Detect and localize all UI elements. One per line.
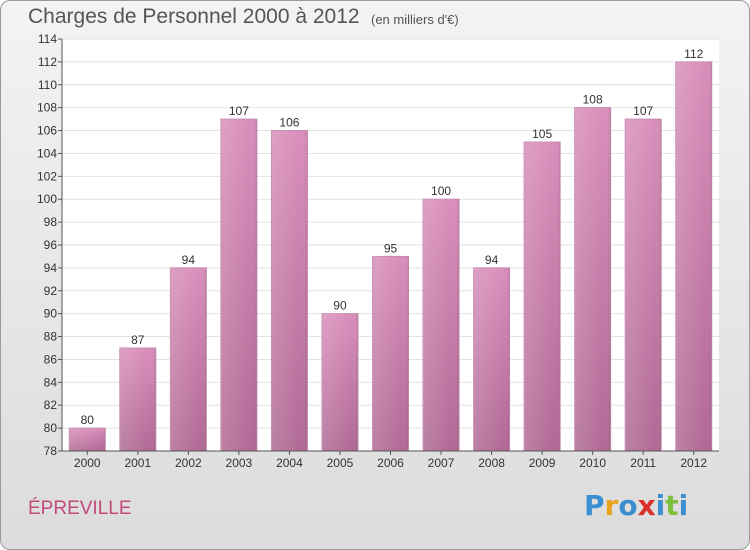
bar-shade [220,119,257,451]
logo-letter: r [604,489,619,522]
y-tick-label: 114 [38,32,57,46]
value-label: 94 [485,253,499,267]
x-tick-label: 2011 [630,456,656,470]
y-tick-label: 90 [44,307,58,321]
value-label: 80 [81,413,95,427]
value-label: 107 [633,104,653,118]
bar-shade [574,107,611,452]
bar-shade [271,130,308,452]
logo-letter: t [665,489,679,522]
logo-letter: x [637,489,656,522]
x-tick-label: 2008 [478,456,505,470]
y-tick-label: 112 [38,55,57,69]
value-label: 94 [182,253,196,267]
value-label: 106 [279,116,299,130]
logo-letter: o [618,489,638,522]
bar-shade [321,313,358,451]
y-tick-label: 88 [44,330,58,344]
value-label: 108 [583,93,603,107]
bar-shade [524,142,561,451]
value-label: 107 [229,104,249,118]
value-label: 100 [431,184,451,198]
x-tick-label: 2009 [529,456,556,470]
x-tick-label: 2012 [680,456,707,470]
y-tick-label: 102 [37,169,57,183]
y-tick-label: 104 [37,146,57,160]
x-tick-label: 2005 [327,456,354,470]
y-tick-label: 78 [44,444,58,458]
value-label: 95 [384,241,398,255]
chart-subtitle: (en milliers d'€) [371,12,459,27]
logo-letter: i [655,489,666,522]
y-tick-label: 80 [44,421,58,435]
y-axis-ticks: 78 80 82 84 86 88 90 92 94 96 98 100 102 104 106 108 110… [37,32,62,458]
bar-shade [170,267,207,451]
x-tick-label: 2004 [276,456,303,470]
x-tick-label: 2006 [377,456,404,470]
value-label: 105 [532,127,552,141]
proxiti-logo: Proxiti [584,489,688,522]
value-label: 90 [333,299,347,313]
bar-shade [675,61,712,452]
x-axis-ticks: 2000 2001 2002 2003 2004 2005 2006 2007 2008 2009… [74,451,707,470]
bar-shade [69,428,106,451]
x-tick-label: 2000 [74,456,101,470]
logo-letter: i [678,489,689,522]
y-tick-label: 100 [37,192,57,206]
bar-shade [625,119,662,451]
logo-letter: P [584,489,605,522]
y-tick-label: 84 [44,375,58,389]
x-tick-label: 2003 [226,456,253,470]
x-tick-label: 2001 [124,456,151,470]
y-tick-label: 92 [44,284,58,298]
x-tick-label: 2002 [175,456,202,470]
chart-title: Charges de Personnel 2000 à 2012 [28,5,360,28]
bar-shade [423,199,460,451]
y-tick-label: 110 [38,78,57,92]
commune-name: ÉPREVILLE [28,498,132,519]
value-label: 87 [131,333,145,347]
y-tick-label: 86 [44,352,58,366]
y-tick-label: 108 [37,101,57,115]
value-label: 112 [684,47,703,61]
bar-shade [473,267,510,451]
x-tick-label: 2010 [579,456,606,470]
y-tick-label: 96 [44,238,58,252]
bar-shade [372,256,409,451]
y-tick-label: 82 [44,398,58,412]
x-tick-label: 2007 [428,456,455,470]
y-tick-label: 94 [44,261,58,275]
bar-shade [119,348,156,451]
y-tick-label: 98 [44,215,58,229]
bars: 80 87 94 107 106 90 95 100 94 105 108 107 112 [68,47,713,452]
y-tick-label: 106 [37,124,57,138]
